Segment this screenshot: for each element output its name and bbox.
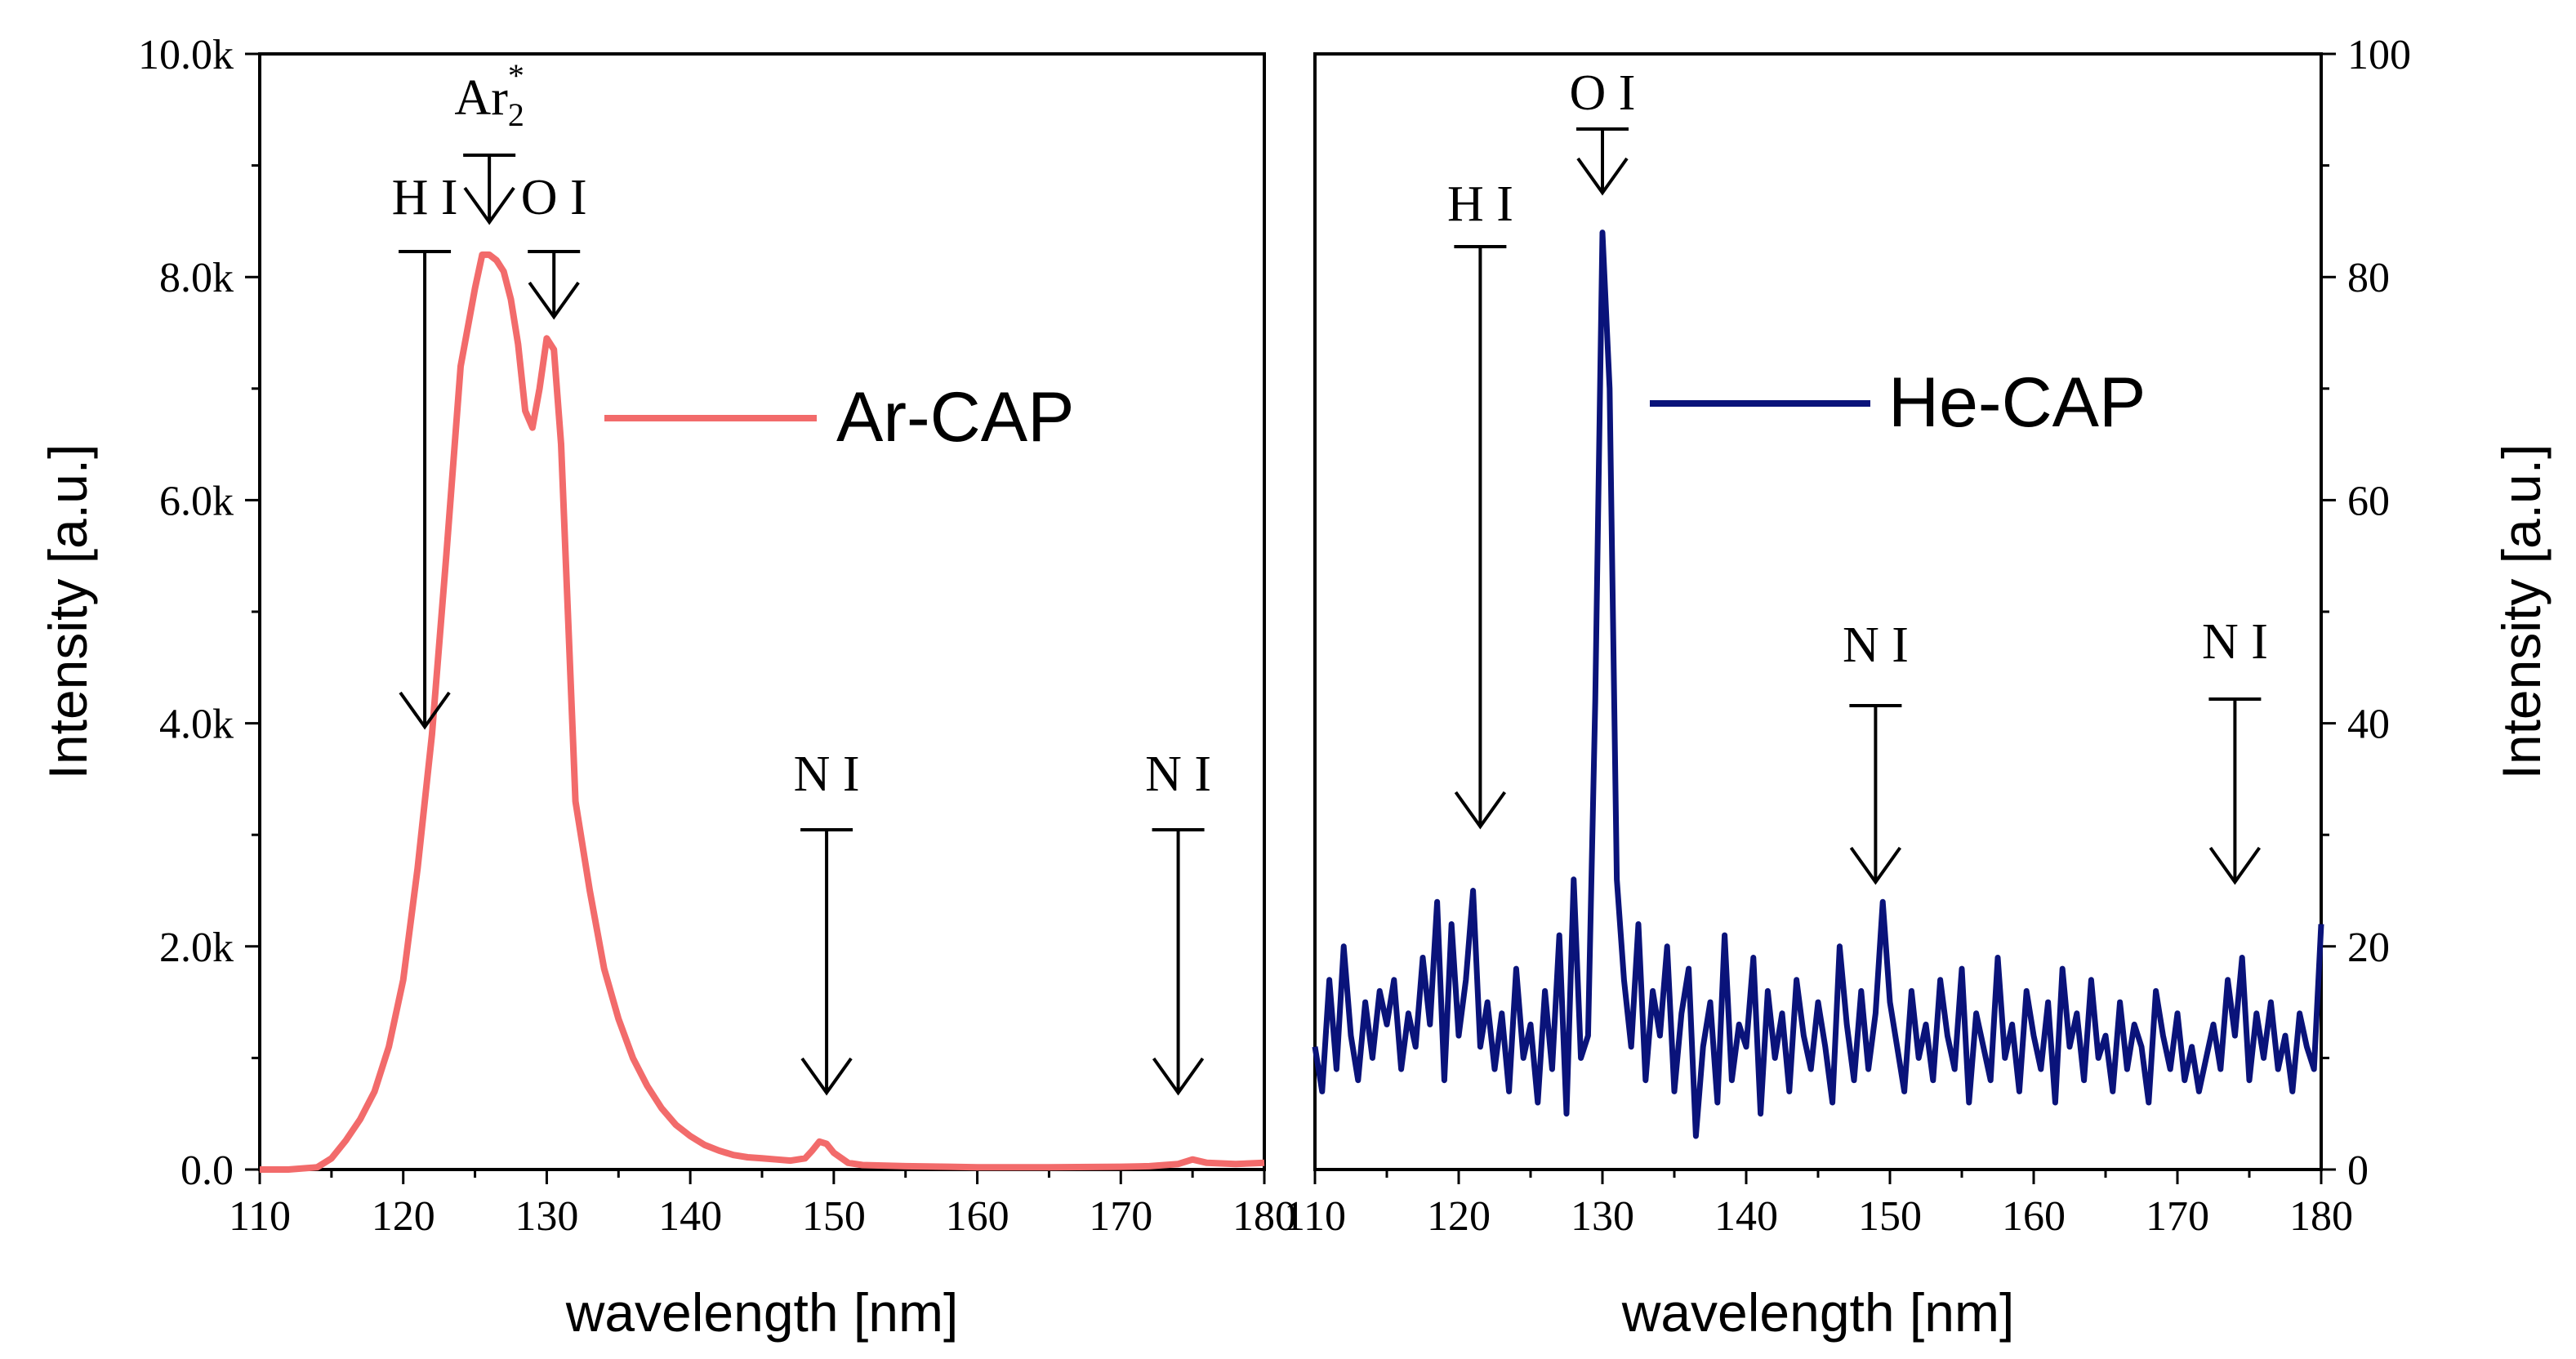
y-tick-label: 4.0k [159, 702, 234, 748]
x-tick-label: 180 [2289, 1193, 2353, 1240]
arrow-head [463, 186, 515, 225]
x-tick-label: 120 [1427, 1193, 1491, 1240]
x-tick-label: 130 [1571, 1193, 1634, 1240]
peak-label: O I [1570, 65, 1636, 121]
y-tick-label: 80 [2347, 255, 2390, 301]
arrow-head [1576, 157, 1629, 196]
x-axis-label: wavelength [nm] [565, 1282, 959, 1343]
x-tick-label: 150 [1858, 1193, 1922, 1240]
arrow-head [1454, 791, 1507, 830]
arrow-head [1849, 846, 1902, 885]
x-tick-label: 140 [658, 1193, 722, 1240]
peak-label: Ar2* [454, 57, 524, 133]
peak-label: N I [1843, 617, 1909, 673]
y-tick-label: 0 [2347, 1147, 2369, 1194]
x-tick-label: 120 [372, 1193, 435, 1240]
series-line-ar-cap [260, 251, 1265, 1173]
left-panel-ar-cap: 110 120 130 140 150 160 170 180 0.0 2.0k 4.0k 6.0k 8… [38, 32, 1296, 1343]
x-tick-label: 170 [2146, 1193, 2209, 1240]
y-tick-label: 100 [2347, 32, 2411, 78]
y-tick-label: 40 [2347, 702, 2390, 748]
legend-label: Ar-CAP [836, 378, 1074, 457]
x-tick-label: 140 [1714, 1193, 1778, 1240]
y-tick-label: 6.0k [159, 478, 234, 524]
peak-label: H I [392, 170, 458, 225]
x-tick-label: 170 [1089, 1193, 1152, 1240]
y-tick-label: 2.0k [159, 925, 234, 971]
peak-label: O I [521, 170, 587, 225]
arrow-head [2208, 846, 2262, 885]
y-tick-label: 8.0k [159, 255, 234, 301]
y-axis-label: Intensity [a.u.] [2491, 444, 2551, 780]
arrow-head [528, 281, 580, 320]
y-axis-label: Intensity [a.u.] [38, 444, 98, 780]
series-line-he-cap [1312, 229, 2324, 1139]
x-axis-label: wavelength [nm] [1621, 1282, 2015, 1343]
legend-label: He-CAP [1888, 363, 2146, 442]
x-tick-label: 160 [946, 1193, 1009, 1240]
peak-label: N I [794, 746, 860, 802]
peak-label: N I [2202, 614, 2268, 670]
y-tick-label: 60 [2347, 478, 2390, 524]
arrow-head [1152, 1057, 1205, 1096]
peak-label: H I [1447, 176, 1513, 232]
arrow-head [399, 691, 451, 730]
y-tick-label: 0.0 [180, 1147, 234, 1194]
x-tick-label: 110 [229, 1193, 291, 1240]
y-tick-label: 20 [2347, 925, 2390, 971]
x-tick-label: 110 [1284, 1193, 1346, 1240]
x-tick-label: 150 [802, 1193, 866, 1240]
y-tick-label: 10.0k [138, 32, 234, 78]
arrow-head [800, 1057, 853, 1096]
peak-label: N I [1145, 746, 1211, 802]
x-tick-label: 180 [1232, 1193, 1296, 1240]
x-tick-label: 160 [2002, 1193, 2066, 1240]
x-tick-label: 130 [515, 1193, 578, 1240]
